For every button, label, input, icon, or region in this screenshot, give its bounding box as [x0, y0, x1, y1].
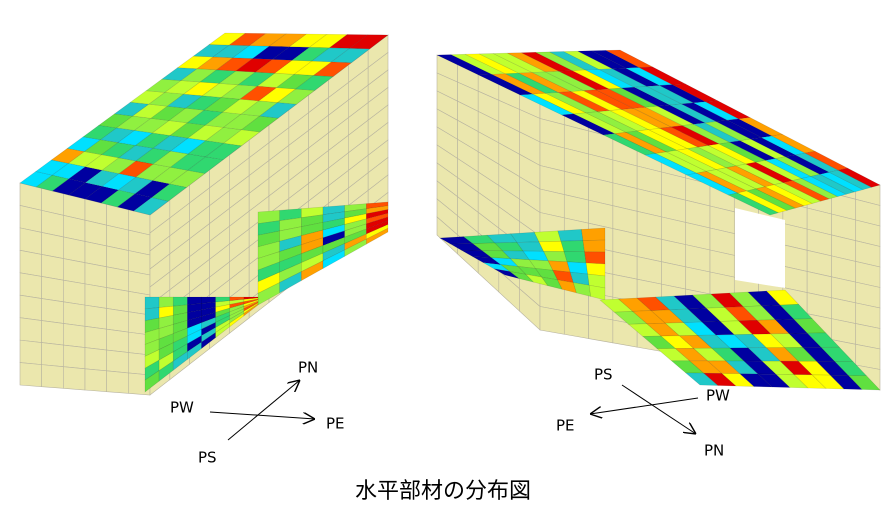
caption: 水平部材の分布図	[355, 479, 531, 504]
wall-cell	[63, 323, 86, 348]
colored-cell	[366, 227, 389, 245]
right-compass	[590, 384, 699, 434]
wall-cell	[106, 308, 129, 333]
wall-cell	[84, 262, 107, 288]
wall-cell	[84, 304, 107, 330]
wall-cell	[106, 287, 129, 313]
left-compass	[209, 380, 315, 441]
wall-cell	[84, 325, 107, 351]
wall-cell	[63, 279, 86, 306]
direction-label: PN	[298, 359, 318, 377]
direction-label: PW	[706, 387, 730, 405]
left-model	[19, 32, 389, 396]
arrow	[590, 397, 699, 414]
wall-cell	[41, 364, 64, 389]
direction-label: PE	[556, 417, 575, 435]
wall-cell	[106, 370, 129, 394]
wall-cell	[41, 254, 64, 281]
wall-cell	[539, 306, 565, 335]
wall-cell	[84, 347, 107, 372]
wall-cell	[63, 236, 86, 264]
wall-cell	[63, 344, 86, 370]
arrow	[227, 380, 300, 441]
colored-cell	[348, 34, 389, 50]
colored-cell	[847, 375, 881, 391]
wall-cell	[106, 349, 129, 374]
wall-cell	[63, 258, 86, 285]
direction-label: PS	[594, 366, 613, 384]
direction-label: PN	[704, 442, 724, 460]
arrow	[621, 384, 696, 434]
direction-label: PW	[170, 399, 194, 417]
colored-cell	[557, 229, 584, 242]
wall-cell	[128, 270, 151, 296]
colored-cell	[158, 296, 174, 308]
wall-cell	[19, 227, 42, 255]
wall-cell	[84, 283, 107, 309]
colored-cell	[560, 240, 585, 253]
direction-label: PS	[198, 449, 217, 467]
colored-cell	[533, 230, 562, 243]
wall-cell	[41, 232, 64, 259]
colored-cell	[584, 251, 606, 265]
wall-cell	[19, 249, 42, 277]
wall-cell	[19, 272, 42, 299]
wall-cell	[84, 241, 107, 268]
wall-cell	[106, 266, 129, 292]
wall-cell	[19, 317, 42, 343]
colored-cell	[581, 227, 606, 241]
opening	[735, 208, 785, 288]
wall-cell	[106, 328, 129, 353]
direction-label: PE	[326, 415, 345, 433]
colored-cell	[837, 167, 881, 188]
colored-cell	[538, 240, 565, 252]
wall-cell	[19, 339, 42, 365]
colored-cell	[563, 251, 587, 264]
wall-cell	[563, 310, 589, 339]
right-model	[436, 49, 881, 391]
arrow	[209, 411, 315, 419]
wall-cell	[41, 342, 64, 368]
wall-cell	[41, 298, 64, 324]
wall-cell	[588, 315, 614, 344]
wall-cell	[41, 276, 64, 303]
wall-cell	[41, 320, 64, 346]
wall-cell	[63, 301, 86, 327]
colored-cell	[243, 303, 259, 317]
colored-cell	[144, 296, 160, 310]
wall-cell	[19, 362, 42, 387]
colored-cell	[582, 239, 606, 253]
wall-cell	[84, 368, 107, 392]
wall-cell	[19, 294, 42, 321]
wall-cell	[63, 366, 86, 391]
